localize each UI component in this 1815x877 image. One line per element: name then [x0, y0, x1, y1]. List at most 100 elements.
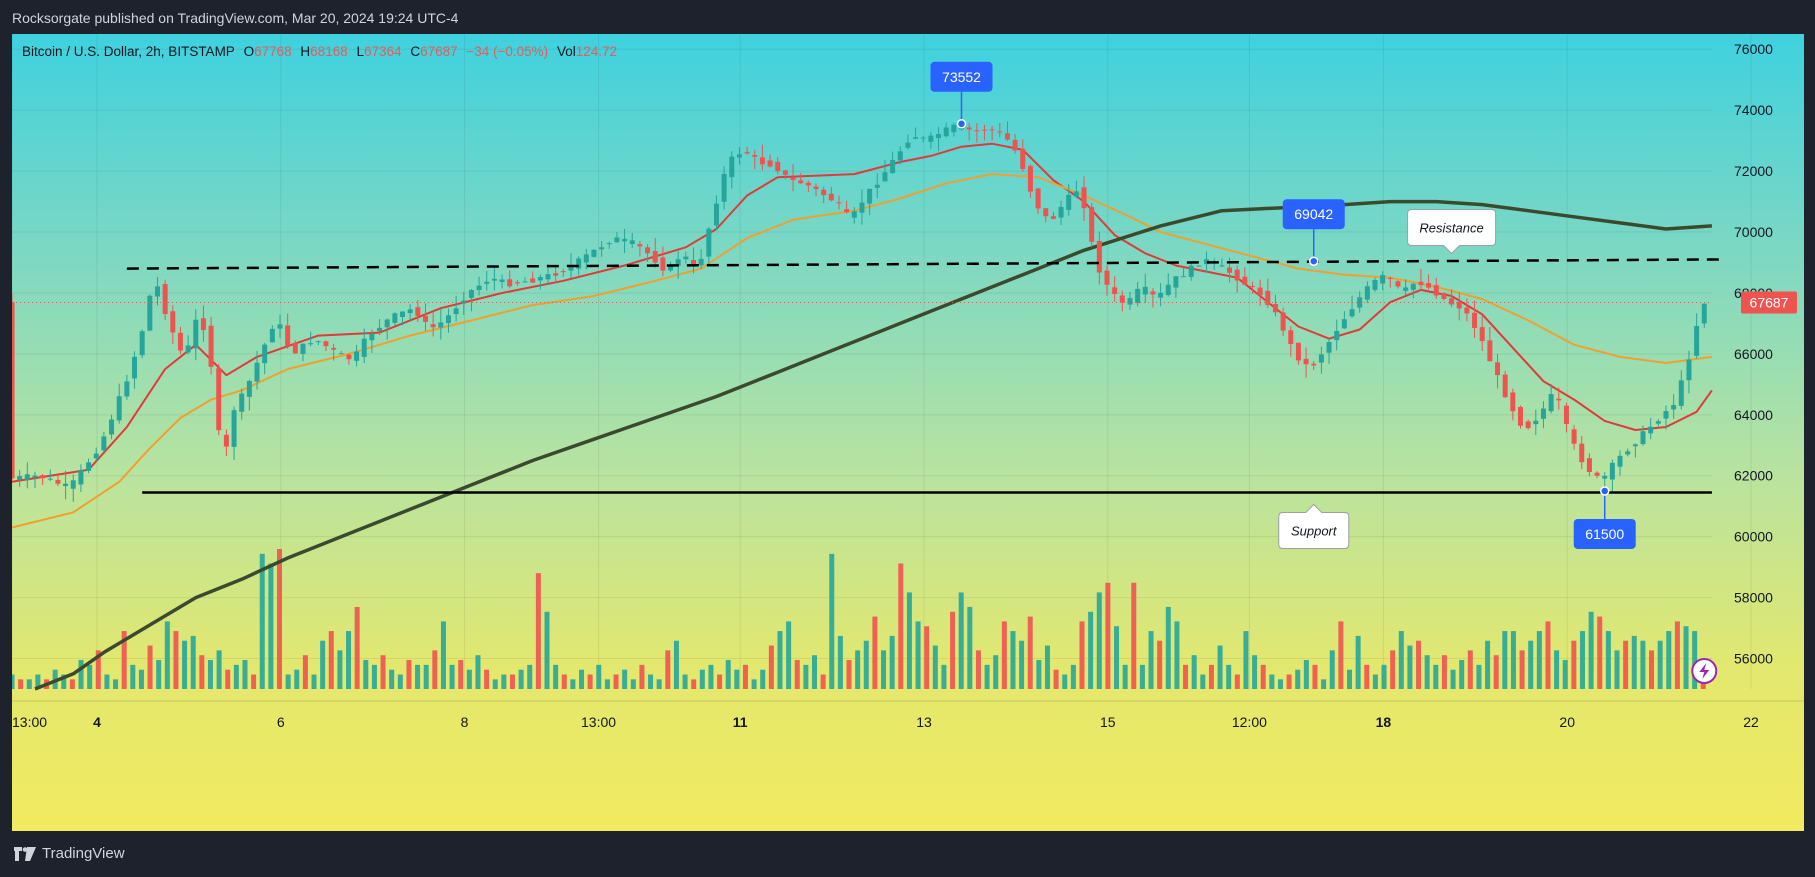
- candle-body: [154, 286, 160, 297]
- volume-bar: [596, 664, 602, 689]
- close-label: C: [410, 44, 421, 59]
- candle-body: [1640, 431, 1646, 445]
- candle-body: [24, 474, 30, 481]
- candle-body: [1510, 392, 1516, 412]
- candle-body: [928, 135, 934, 142]
- candle-body: [744, 152, 750, 154]
- candle-body: [116, 396, 122, 421]
- annotations[interactable]: 73552 69042 61500 Resistance Support: [126, 61, 1720, 684]
- volume-bar: [1295, 669, 1301, 689]
- candle-body: [974, 130, 980, 132]
- callout-label: 73552: [942, 69, 981, 85]
- volume-bar: [268, 563, 274, 689]
- candle-body: [530, 278, 536, 283]
- volume-bar: [863, 640, 869, 689]
- low-label: L: [356, 44, 364, 59]
- resistance-callout[interactable]: Resistance: [1407, 208, 1497, 255]
- price-callout-73552[interactable]: 73552: [930, 61, 993, 129]
- candle-body: [683, 256, 689, 260]
- candle-body: [1456, 301, 1462, 309]
- volume-bar: [725, 660, 731, 689]
- volume-bar: [1329, 650, 1335, 689]
- candle-body: [874, 184, 880, 188]
- candle-body: [890, 160, 896, 174]
- candle-body: [675, 259, 681, 266]
- volume-bar: [656, 679, 662, 689]
- volume-bar: [1528, 640, 1534, 689]
- callout-anchor-dot: [1599, 486, 1610, 496]
- y-tick-label: 60000: [1734, 529, 1773, 545]
- candles: [12, 120, 1707, 502]
- candle-body: [798, 180, 804, 184]
- price-callout-61500[interactable]: 61500: [1573, 486, 1636, 549]
- candle-body: [1173, 276, 1179, 288]
- candle-body: [1686, 359, 1692, 381]
- volume-bar: [1536, 631, 1542, 689]
- candle-body: [1395, 281, 1401, 287]
- candle-body: [476, 285, 482, 291]
- callout-anchor-dot: [1308, 256, 1319, 266]
- volume-bar: [320, 640, 326, 689]
- volume-bar: [518, 669, 524, 689]
- volume-bar: [786, 621, 792, 689]
- volume-bar: [579, 669, 585, 689]
- volume-bar: [1649, 650, 1655, 689]
- candle-body: [1472, 312, 1478, 328]
- volume-bar: [1459, 660, 1465, 689]
- volume-bar: [138, 669, 144, 689]
- support-callout[interactable]: Support: [1278, 503, 1350, 549]
- candle-body: [12, 302, 15, 479]
- volume-bar: [1554, 650, 1560, 689]
- chart-area[interactable]: 73552 69042 61500 Resistance Support 56000 58…: [12, 34, 1804, 831]
- x-tick-label: 20: [1559, 714, 1575, 730]
- candle-body: [706, 228, 712, 257]
- volume-bar: [1519, 650, 1525, 689]
- candle-body: [346, 354, 352, 360]
- volume-bar: [1605, 631, 1611, 689]
- volume-bar: [225, 669, 231, 689]
- volume-bar: [1623, 640, 1629, 689]
- lightning-icon[interactable]: [1691, 658, 1718, 684]
- candle-body: [1027, 165, 1033, 192]
- volume-bar: [432, 650, 438, 689]
- candle-body: [859, 202, 865, 213]
- candle-body: [1219, 265, 1225, 267]
- candle-body: [308, 343, 314, 345]
- candle-body: [1096, 240, 1102, 273]
- price-callout-69042[interactable]: 69042: [1282, 199, 1345, 266]
- candle-body: [790, 177, 796, 181]
- candle-body: [1165, 284, 1171, 296]
- volume-bar: [717, 674, 723, 689]
- volume-bar: [1010, 631, 1016, 689]
- volume-bar: [1312, 664, 1318, 689]
- volume-bar: [371, 664, 377, 689]
- candle-body: [1502, 374, 1508, 398]
- candle-body: [1441, 293, 1447, 299]
- candle-body: [323, 341, 329, 347]
- tradingview-footer[interactable]: TradingView: [14, 845, 125, 862]
- candle-body: [622, 238, 628, 242]
- volume-bar: [1657, 640, 1663, 689]
- candle-body: [369, 334, 375, 341]
- candle-body: [1295, 342, 1301, 361]
- candle-body: [1135, 288, 1141, 304]
- volume-bar: [544, 611, 550, 689]
- volume-bar: [527, 664, 533, 689]
- volume-bar: [1096, 592, 1102, 689]
- candle-body: [537, 277, 543, 281]
- volume-bar: [665, 650, 671, 689]
- price-chart-svg[interactable]: 73552 69042 61500 Resistance Support 56000 58…: [12, 34, 1804, 831]
- candle-body: [193, 319, 199, 349]
- volume-bar: [1044, 645, 1050, 689]
- candle-body: [377, 327, 383, 332]
- candle-body: [1364, 286, 1370, 300]
- candle-body: [300, 343, 306, 354]
- candle-body: [507, 279, 513, 287]
- volume-bar: [1165, 606, 1171, 689]
- volume-bar: [199, 655, 205, 689]
- volume-bar: [535, 573, 541, 689]
- high-label: H: [300, 44, 311, 59]
- volume-bar: [751, 679, 757, 689]
- volume-bar: [1510, 631, 1516, 689]
- callout-box: [1282, 199, 1345, 230]
